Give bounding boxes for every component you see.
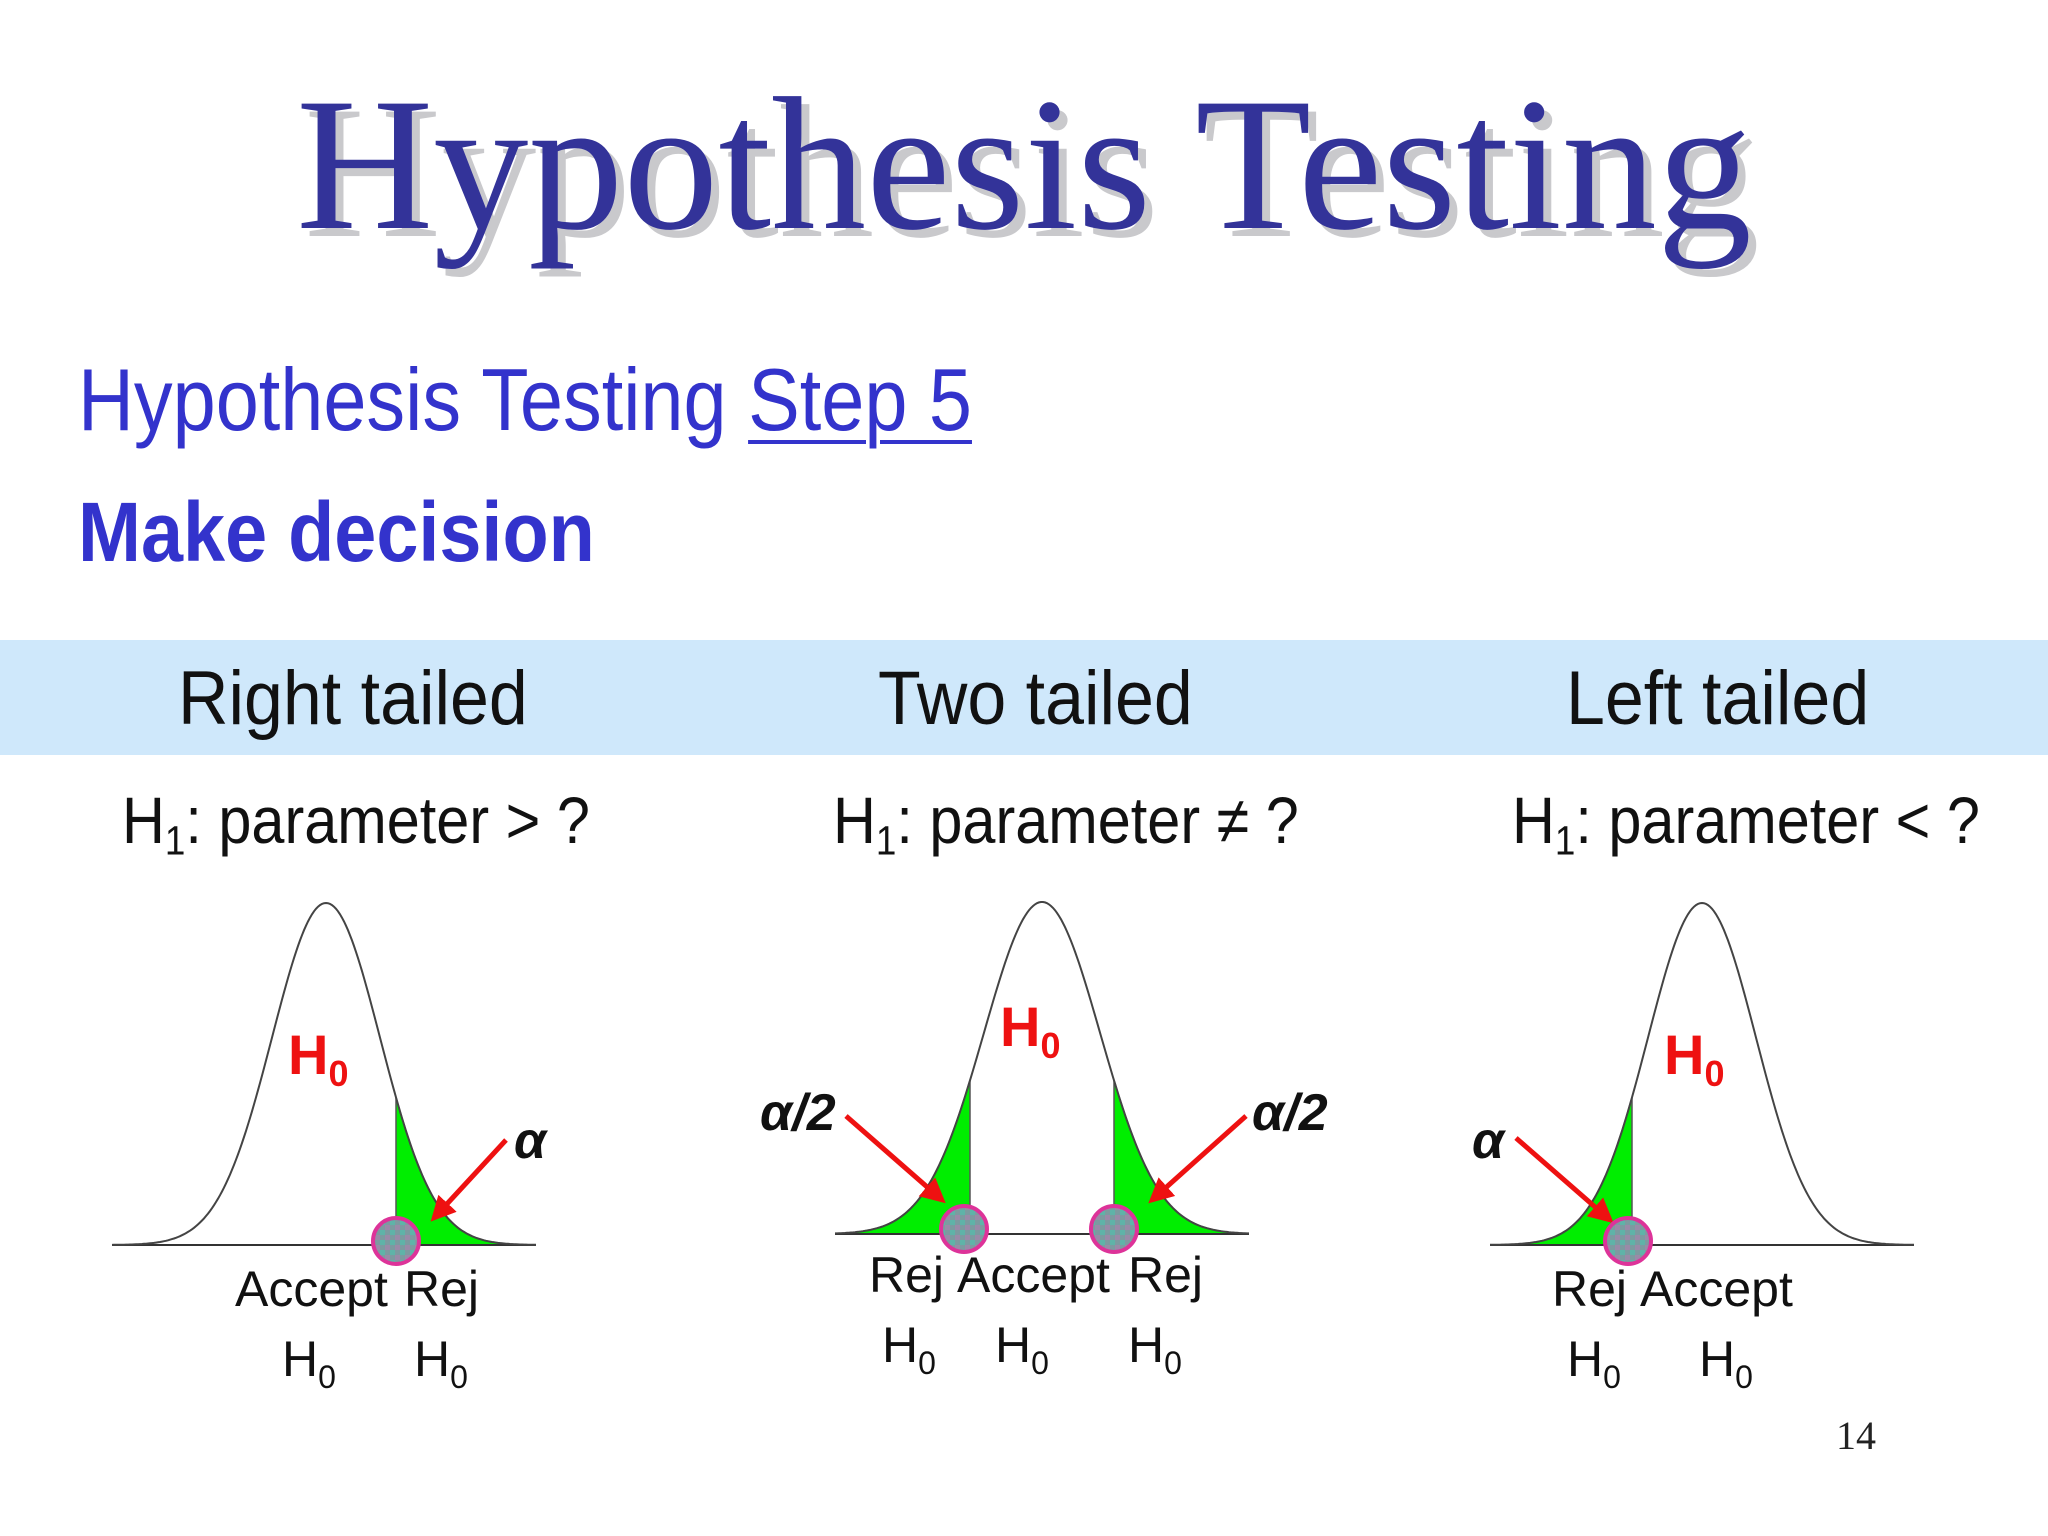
- accept-h0-word: Accept: [1640, 1261, 1793, 1317]
- accept-h0-symbol: H0: [1699, 1331, 1753, 1395]
- reject-right-word: Rej: [1128, 1247, 1203, 1303]
- left-tailed-diagram: H0 α: [1472, 901, 1914, 1266]
- h1-subscript: 1: [875, 817, 897, 864]
- h1-relation: : parameter > ?: [185, 783, 590, 857]
- two-tailed-diagram: H0 α/2 α/2: [760, 901, 1328, 1254]
- accept-h0-word: Accept: [235, 1261, 388, 1317]
- alpha-label: α: [1472, 1112, 1507, 1170]
- normal-curve: [835, 901, 1249, 1235]
- critical-value-marker-left: [939, 1204, 989, 1254]
- alpha-arrow: [1514, 1136, 1614, 1224]
- reject-h0-word: Rej: [404, 1261, 479, 1317]
- reject-left-h0-symbol: H0: [882, 1317, 936, 1381]
- distribution-diagrams: H0 α H0 α/2 α/2 H0 α Accept Rej H0 H0 Re…: [111, 901, 1914, 1395]
- subtitle-prefix: Hypothesis Testing: [78, 350, 727, 449]
- h1-two-tailed: H1: parameter ≠ ?: [833, 780, 1299, 864]
- h1-symbol: H: [122, 783, 165, 857]
- alpha-arrow: [430, 1138, 508, 1222]
- critical-value-marker-right: [1089, 1204, 1139, 1254]
- normal-curve: [1490, 901, 1914, 1246]
- accept-word: Accept: [957, 1247, 1110, 1303]
- critical-value-marker: [1603, 1216, 1653, 1266]
- two-tailed-label: Two tailed: [878, 656, 1193, 741]
- alpha-label: α: [514, 1112, 549, 1170]
- h0-region-label: H0: [1664, 1023, 1724, 1094]
- h1-right-tailed: H1: parameter > ?: [122, 780, 590, 864]
- h1-subscript: 1: [1554, 817, 1576, 864]
- right-tailed-diagram: H0 α: [111, 901, 549, 1266]
- reject-h0-symbol: H0: [414, 1331, 468, 1395]
- reject-right-h0-symbol: H0: [1128, 1317, 1182, 1381]
- reject-h0-symbol: H0: [1567, 1331, 1621, 1395]
- normal-curve: [111, 901, 536, 1246]
- h1-relation: : parameter < ?: [1575, 783, 1980, 857]
- h1-relation: : parameter ≠ ?: [896, 783, 1299, 857]
- accept-h0-symbol: H0: [282, 1331, 336, 1395]
- subtitle-step-link: Step 5: [748, 350, 972, 449]
- h1-subscript: 1: [164, 817, 186, 864]
- alpha-right-arrow: [1148, 1114, 1248, 1204]
- critical-value-marker: [371, 1216, 421, 1266]
- right-tailed-label: Right tailed: [178, 656, 528, 741]
- alpha-half-right-label: α/2: [1252, 1084, 1328, 1142]
- slide-title: Hypothesis Testing: [296, 60, 1752, 270]
- accept-h0-symbol: H0: [995, 1317, 1049, 1381]
- h0-region-label: H0: [1000, 995, 1060, 1066]
- tail-type-band: [0, 640, 2048, 755]
- alpha-half-left-label: α/2: [760, 1084, 836, 1142]
- rejection-region-right: [1113, 1080, 1248, 1235]
- page-number: 14: [1836, 1413, 1876, 1458]
- alpha-left-arrow: [844, 1114, 946, 1204]
- h1-symbol: H: [833, 783, 876, 857]
- h1-symbol: H: [1512, 783, 1555, 857]
- left-tailed-label: Left tailed: [1566, 656, 1870, 741]
- h0-region-label: H0: [288, 1023, 348, 1094]
- reject-left-word: Rej: [869, 1247, 944, 1303]
- h1-left-tailed: H1: parameter < ?: [1512, 780, 1980, 864]
- section-heading: Make decision: [78, 485, 595, 579]
- subtitle: Hypothesis Testing Step 5: [78, 350, 972, 450]
- reject-h0-word: Rej: [1552, 1261, 1627, 1317]
